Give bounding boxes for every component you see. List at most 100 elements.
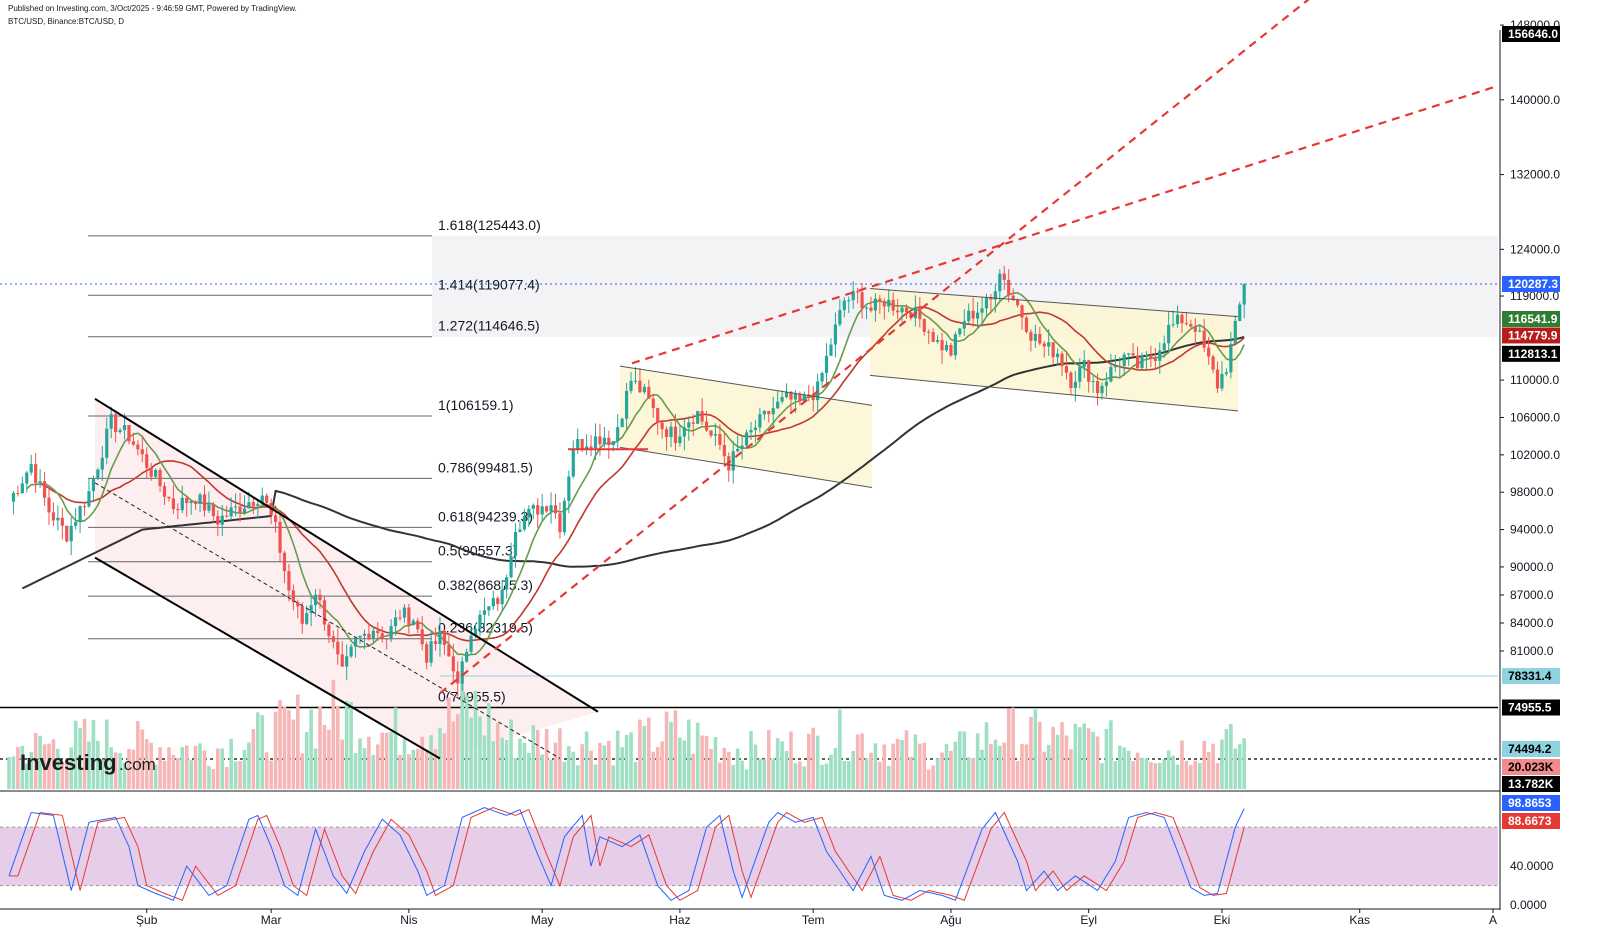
candle-body	[309, 605, 313, 614]
price-tag: 74494.2	[1508, 742, 1552, 756]
volume-bar	[495, 722, 500, 789]
volume-bar	[460, 682, 464, 789]
price-tag: 13.782K	[1508, 777, 1554, 791]
candle-body	[1073, 381, 1077, 388]
volume-bar	[918, 743, 922, 789]
candle-body	[1069, 372, 1073, 388]
volume-bar	[589, 750, 593, 789]
candle-body	[962, 321, 966, 329]
candle-body	[722, 445, 726, 457]
price-tag-bg	[1502, 667, 1560, 684]
candle-body	[1029, 331, 1033, 341]
volume-bar	[611, 765, 616, 789]
candle-body	[1215, 369, 1220, 389]
candle-body	[367, 633, 371, 640]
volume-bar	[811, 727, 816, 789]
volume-bar	[278, 700, 282, 789]
candle-body	[29, 464, 33, 473]
volume-bar	[149, 742, 153, 789]
volume-bar	[735, 748, 740, 789]
candle-body	[402, 607, 407, 618]
candle-body	[425, 644, 429, 663]
candle-body	[118, 430, 122, 433]
candle-body	[1038, 334, 1042, 344]
candle-body	[1153, 358, 1157, 361]
candle-body	[65, 525, 69, 542]
volume-bar	[695, 722, 700, 789]
candle-body	[465, 651, 469, 662]
candle-body	[740, 445, 744, 450]
volume-bar	[16, 747, 20, 789]
candle-body	[1002, 273, 1006, 280]
volume-bar	[540, 754, 544, 789]
fib-label: 1.414(119077.4)	[438, 276, 540, 292]
volume-bar	[1126, 750, 1131, 789]
volume-bar	[1180, 740, 1184, 789]
candle-body	[896, 310, 900, 313]
volume-bar	[704, 735, 709, 789]
volume-bar	[469, 717, 473, 789]
candle-body	[238, 506, 242, 513]
volume-bar	[669, 721, 673, 789]
candle-body	[944, 344, 949, 351]
volume-bar	[975, 733, 980, 789]
candle-body	[180, 497, 184, 511]
fib-label: 0.786(99481.5)	[438, 459, 533, 475]
volume-bar	[162, 760, 167, 789]
volume-bar	[820, 764, 824, 789]
candle-body	[713, 433, 718, 436]
volume-bar	[433, 749, 438, 789]
axis-tick-label: 110000.0	[1510, 373, 1559, 387]
candle-body	[460, 661, 464, 684]
volume-bar	[824, 763, 829, 789]
volume-bar	[815, 735, 820, 789]
volume-bar	[402, 738, 407, 789]
volume-bar	[642, 725, 647, 789]
candle-body	[496, 598, 500, 605]
candle-body	[718, 433, 722, 446]
candle-body	[358, 635, 362, 638]
candle-body	[327, 624, 331, 637]
steep-trend-line	[439, 0, 1310, 694]
candle-body	[78, 506, 82, 522]
stoch-d-tag: 88.6673	[1508, 814, 1552, 828]
candle-body	[567, 476, 571, 501]
volume-bar	[638, 719, 642, 789]
volume-bar	[753, 744, 758, 789]
volume-bar	[558, 728, 562, 789]
volume-bar	[522, 742, 527, 789]
candle-body	[580, 439, 584, 449]
candle-body	[1122, 354, 1126, 366]
candle-body	[513, 531, 518, 557]
candle-body	[1100, 385, 1104, 394]
volume-bar	[251, 729, 256, 789]
volume-bar	[900, 739, 904, 789]
volume-bar	[1015, 761, 1020, 789]
candle-body	[273, 515, 278, 522]
candle-body	[998, 273, 1002, 292]
symbol-text: BTC/USD, Binance:BTC/USD, D	[8, 17, 124, 26]
time-tick-label: Eki	[1214, 913, 1231, 927]
volume-bar	[389, 731, 393, 789]
candle-body	[322, 600, 327, 625]
candle-body	[776, 401, 780, 409]
candle-body	[980, 308, 984, 313]
candle-body	[1135, 355, 1140, 369]
volume-bar	[842, 761, 847, 789]
volume-bar	[651, 751, 656, 789]
candle-body	[624, 390, 629, 419]
candle-body	[1024, 317, 1029, 332]
candle-body	[51, 512, 56, 521]
volume-bar	[238, 761, 242, 789]
axis-tick-label: 81000.0	[1510, 644, 1554, 658]
candle-body	[589, 446, 593, 449]
volume-bar	[158, 747, 162, 789]
candle-body	[798, 393, 802, 402]
volume-bar	[118, 753, 122, 789]
candle-body	[860, 292, 864, 309]
candle-body	[1060, 353, 1064, 367]
time-tick-label: Şub	[136, 913, 158, 927]
volume-bar	[1193, 760, 1198, 789]
investing-logo: Investing .com	[20, 750, 156, 775]
